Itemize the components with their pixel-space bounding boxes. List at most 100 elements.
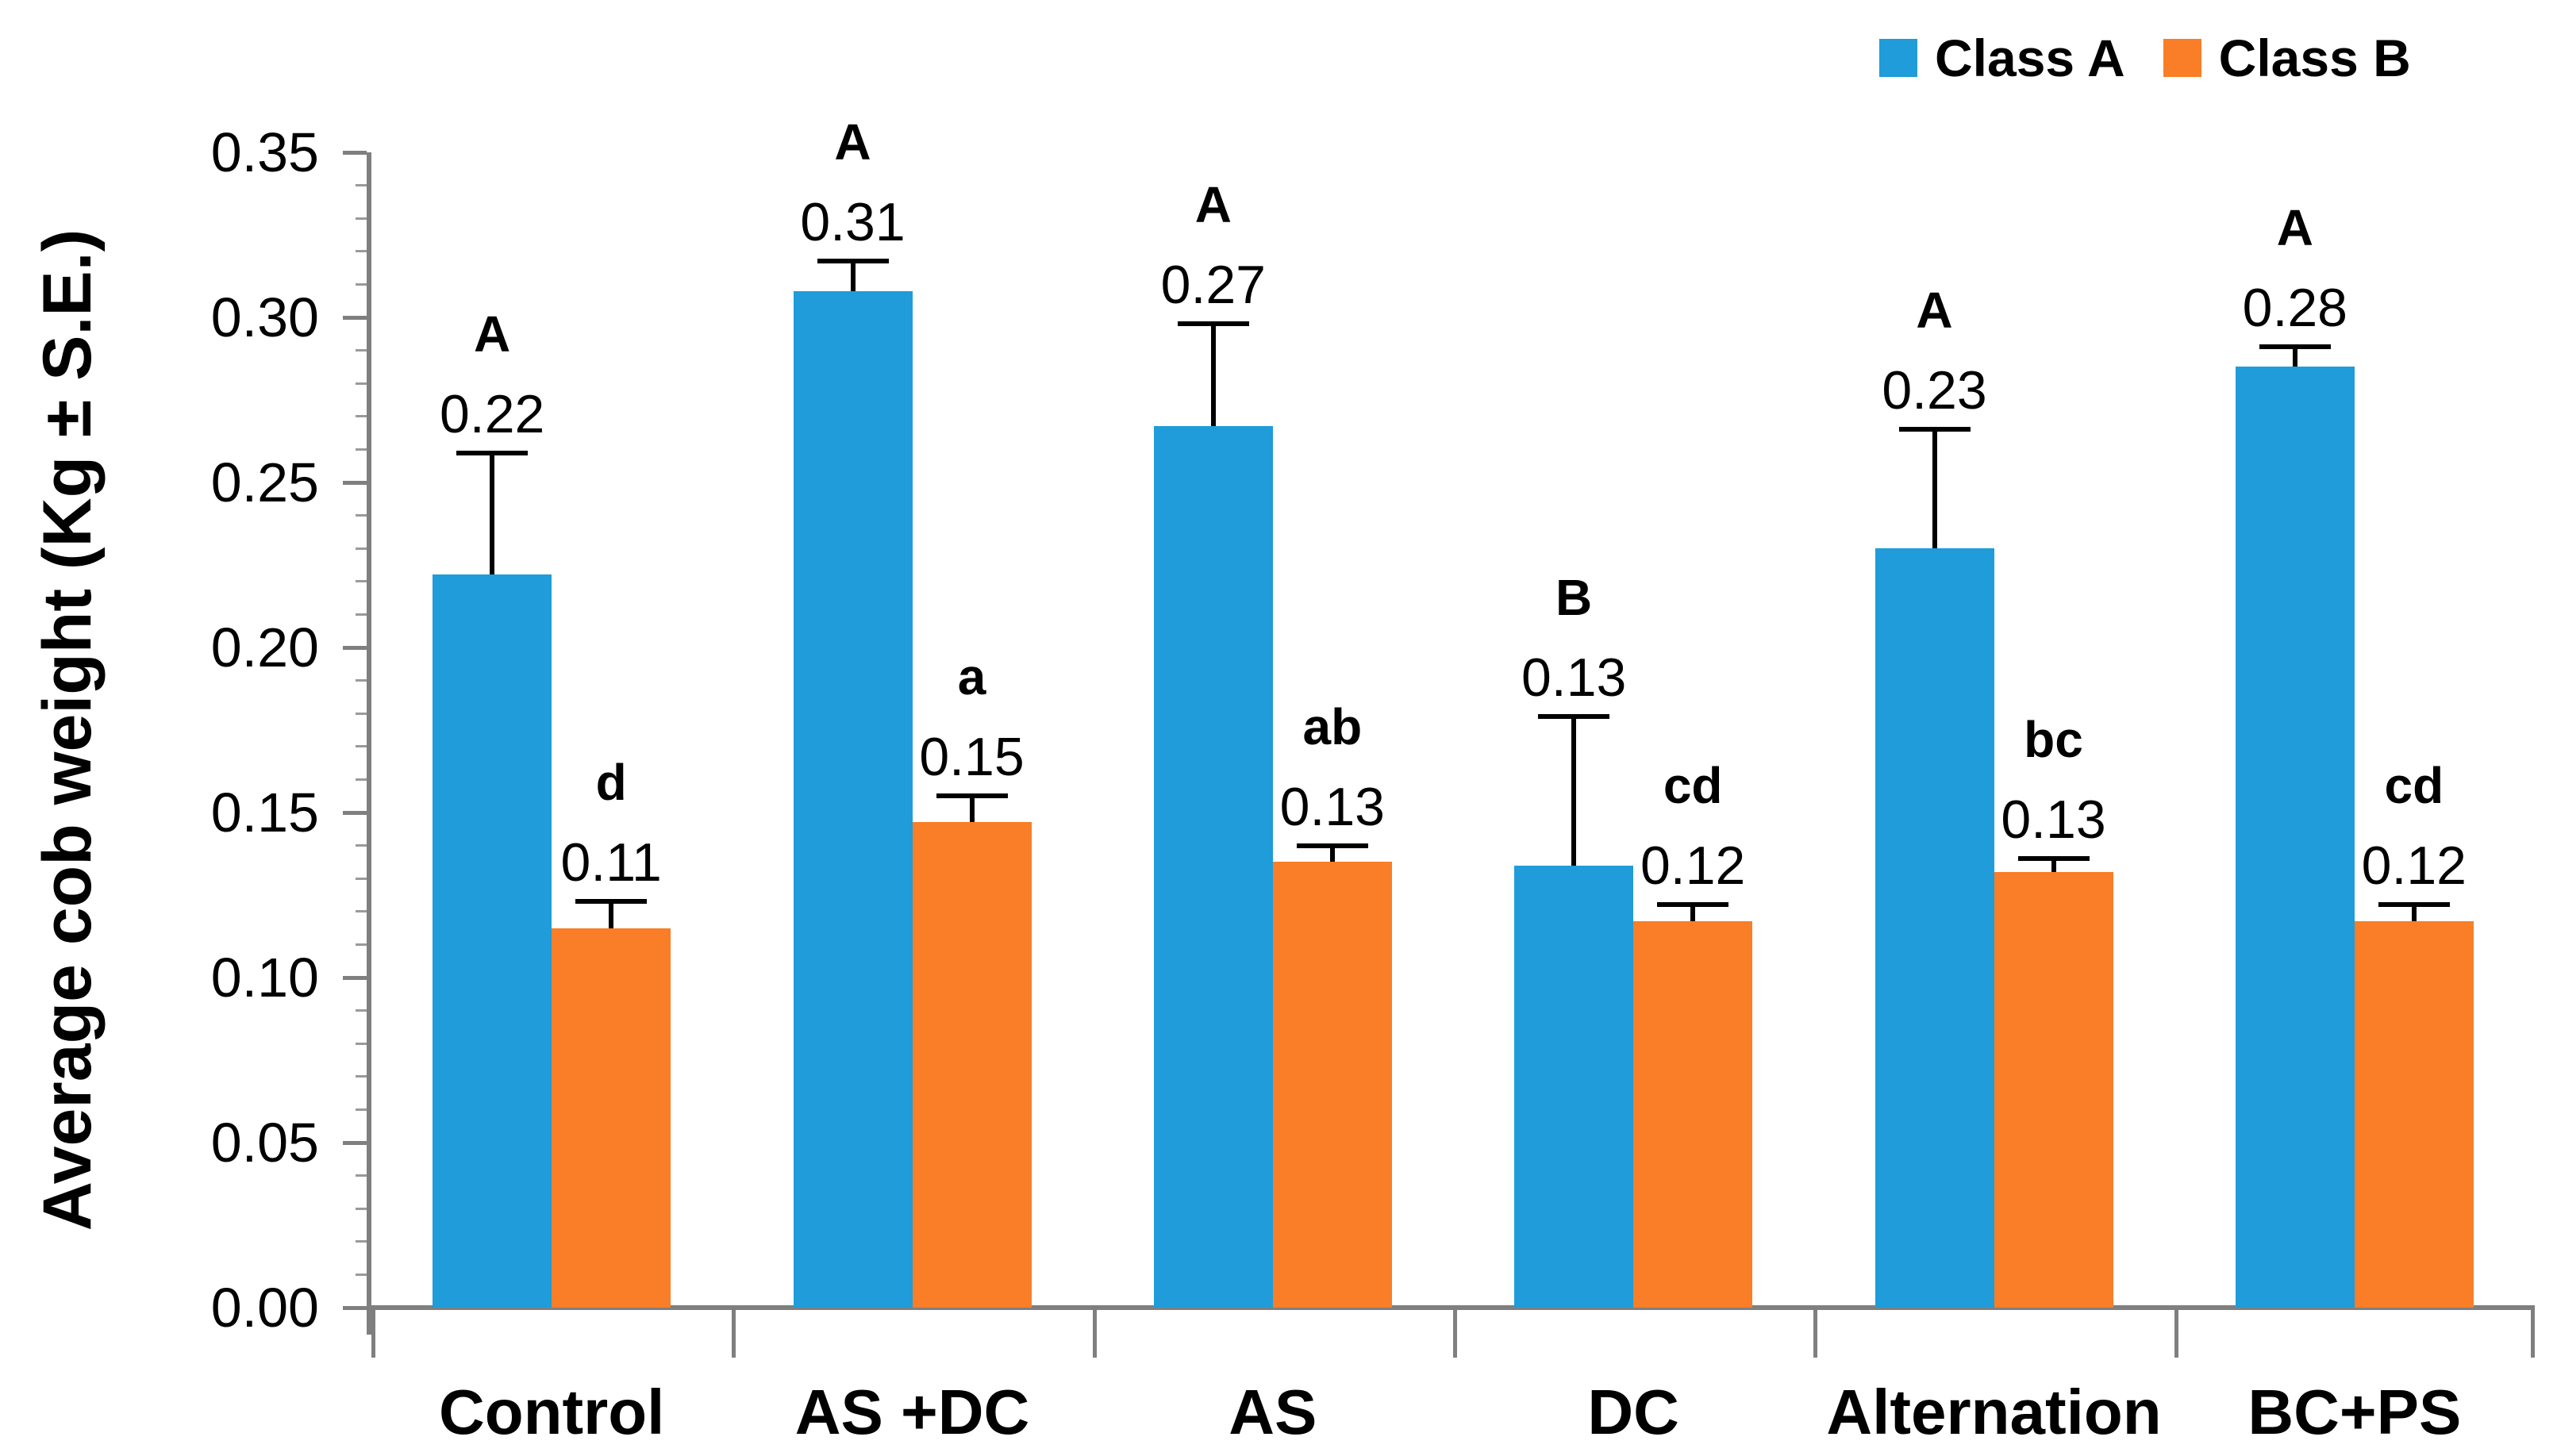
value-label-class-a-dc: 0.13: [1521, 647, 1627, 709]
y-axis-minor-tick: [356, 1273, 367, 1276]
y-axis-tick-label: 0.05: [210, 1112, 319, 1174]
error-bar-cap-class-b-dc: [1657, 902, 1729, 908]
error-bar-cap-class-a-alternation: [1898, 427, 1971, 432]
y-axis-major-tick: [343, 810, 367, 815]
y-axis-minor-tick: [356, 1042, 367, 1045]
legend-swatch-icon: [2163, 39, 2201, 77]
value-label-class-b-as-dc: 0.15: [919, 727, 1025, 788]
error-bar-cap-class-b-as-dc: [936, 793, 1008, 799]
error-bar-cap-class-a-as: [1177, 321, 1249, 327]
sig-letter-class-b-as-dc: a: [957, 648, 986, 706]
legend-label: Class B: [2218, 29, 2411, 87]
x-category-label-bc-ps: BC+PS: [2247, 1377, 2462, 1447]
y-axis-minor-tick: [356, 250, 367, 253]
sig-letter-class-a-as-dc: A: [834, 113, 871, 171]
error-bar-class-b-control: [609, 901, 614, 928]
value-label-class-a-as-dc: 0.31: [800, 192, 906, 253]
y-axis-tick-label: 0.15: [210, 782, 319, 843]
y-axis-tick-label: 0.20: [210, 617, 319, 678]
bar-class-a-control: [433, 574, 552, 1308]
x-axis-tick: [371, 1310, 375, 1358]
x-category-label-control: Control: [438, 1377, 665, 1447]
x-axis-tick: [1453, 1310, 1457, 1358]
y-axis-minor-tick: [356, 448, 367, 451]
y-axis-line: [367, 152, 371, 1335]
y-axis-minor-tick: [356, 1108, 367, 1111]
x-category-label-dc: DC: [1587, 1377, 1679, 1447]
y-axis-minor-tick: [356, 547, 367, 550]
y-axis-tick-label: 0.30: [210, 286, 319, 348]
bar-class-a-as-dc: [793, 290, 913, 1308]
y-axis-minor-tick: [356, 382, 367, 385]
error-bar-cap-class-b-bc-ps: [2378, 902, 2450, 908]
bar-class-b-alternation: [1994, 871, 2113, 1308]
y-axis-major-tick: [343, 480, 367, 485]
error-bar-class-a-alternation: [1932, 429, 1937, 549]
bar-class-a-dc: [1514, 865, 1634, 1308]
bar-class-a-as: [1153, 426, 1273, 1308]
x-axis-tick: [732, 1310, 736, 1358]
error-bar-cap-class-a-bc-ps: [2259, 344, 2331, 350]
y-axis-major-tick: [343, 1140, 367, 1145]
legend: Class A Class B: [1879, 32, 2411, 84]
sig-letter-class-b-control: d: [595, 754, 627, 812]
error-bar-class-a-dc: [1571, 716, 1577, 866]
y-axis-minor-tick: [356, 580, 367, 583]
bar-class-b-control: [552, 928, 671, 1308]
y-axis-minor-tick: [356, 910, 367, 913]
bar-class-b-as-dc: [912, 822, 1032, 1308]
bar-class-a-alternation: [1874, 548, 1994, 1308]
x-axis-line: [367, 1305, 2535, 1310]
y-axis-minor-tick: [356, 943, 367, 946]
y-axis-minor-tick: [356, 1207, 367, 1210]
y-axis-minor-tick: [356, 514, 367, 517]
value-label-class-a-bc-ps: 0.28: [2242, 278, 2348, 339]
y-axis-minor-tick: [356, 1174, 367, 1177]
x-category-label-as-dc: AS +DC: [794, 1377, 1030, 1447]
error-bar-class-b-as-dc: [969, 796, 975, 823]
x-axis-tick: [1813, 1310, 1818, 1358]
x-axis-tick: [1092, 1310, 1097, 1358]
legend-label: Class A: [1935, 29, 2125, 87]
y-axis-tick-label: 0.25: [210, 451, 319, 513]
y-axis-minor-tick: [356, 184, 367, 187]
value-label-class-b-control: 0.11: [560, 832, 662, 893]
sig-letter-class-b-bc-ps: cd: [2384, 757, 2444, 815]
y-axis-tick-label: 0.10: [210, 947, 319, 1008]
y-axis-minor-tick: [356, 745, 367, 748]
x-axis-tick: [2531, 1310, 2535, 1358]
y-axis-minor-tick: [356, 1009, 367, 1012]
bar-class-b-dc: [1633, 921, 1753, 1308]
error-bar-cap-class-a-dc: [1538, 714, 1610, 720]
value-label-class-a-control: 0.22: [439, 383, 545, 444]
error-bar-cap-class-b-control: [575, 899, 648, 905]
error-bar-class-a-control: [490, 452, 495, 575]
error-bar-cap-class-b-alternation: [2017, 856, 2090, 862]
y-axis-minor-tick: [356, 679, 367, 682]
error-bar-cap-class-a-control: [456, 450, 529, 455]
value-label-class-b-bc-ps: 0.12: [2361, 836, 2467, 897]
error-bar-class-b-as: [1329, 845, 1335, 862]
value-label-class-b-as: 0.13: [1279, 776, 1386, 837]
y-axis-major-tick: [343, 150, 367, 155]
y-axis-minor-tick: [356, 613, 367, 616]
x-category-label-alternation: Alternation: [1826, 1377, 2162, 1447]
y-axis-major-tick: [343, 315, 367, 320]
sig-letter-class-a-as: A: [1194, 176, 1232, 234]
bar-class-a-bc-ps: [2235, 367, 2355, 1308]
error-bar-class-b-alternation: [2051, 859, 2056, 872]
sig-letter-class-a-dc: B: [1555, 569, 1593, 627]
error-bar-class-b-dc: [1690, 905, 1696, 922]
error-bar-class-b-bc-ps: [2411, 905, 2417, 922]
sig-letter-class-b-dc: cd: [1663, 757, 1723, 815]
value-label-class-a-alternation: 0.23: [1882, 360, 1987, 421]
error-bar-class-a-as-dc: [850, 261, 856, 291]
y-axis-minor-tick: [356, 282, 367, 286]
y-axis-tick-label: 0.35: [210, 121, 319, 183]
y-axis-minor-tick: [356, 1240, 367, 1243]
error-bar-cap-class-a-as-dc: [817, 259, 889, 264]
legend-item-class-b: Class B: [2163, 32, 2411, 84]
y-axis-minor-tick: [356, 712, 367, 715]
